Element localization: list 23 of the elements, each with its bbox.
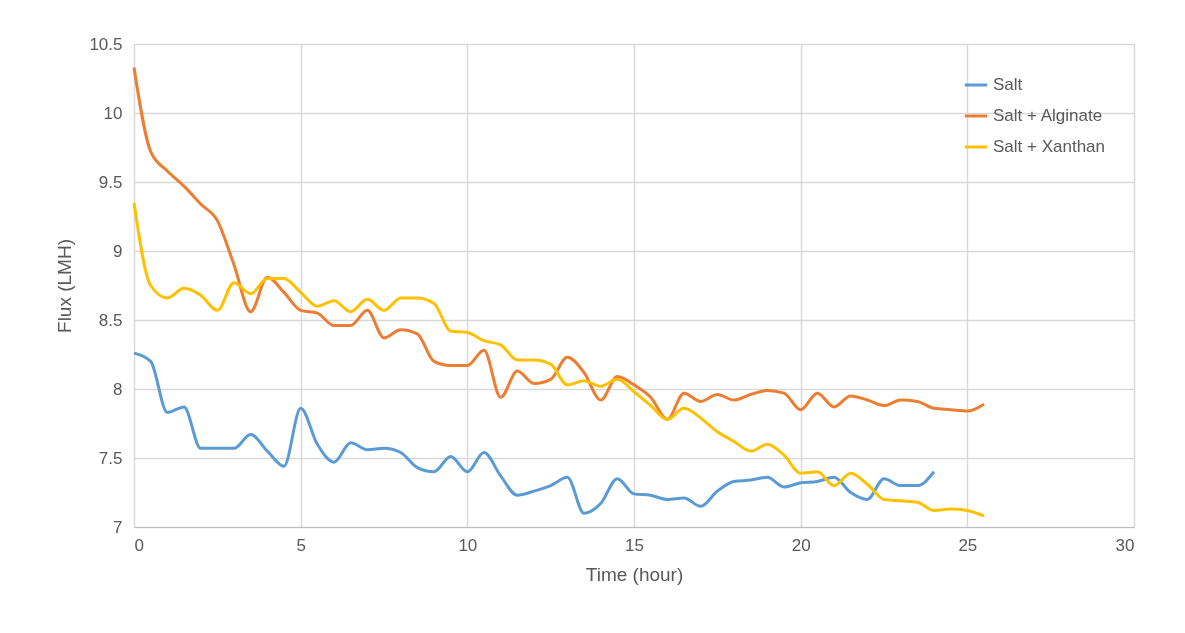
legend-label: Salt + Alginate: [993, 106, 1103, 125]
y-tick-label: 9.5: [98, 172, 123, 192]
x-tick-label: 15: [625, 535, 644, 555]
line-series: [132, 65, 986, 421]
x-tick-label: 25: [958, 535, 978, 555]
x-tick-label: 5: [296, 535, 306, 555]
x-tick-label: 10: [458, 535, 478, 555]
x-axis-title: Time (hour): [585, 563, 684, 585]
line-series: [132, 351, 936, 515]
y-tick-label: 10.5: [89, 34, 123, 54]
y-tick-label: 10: [103, 103, 123, 123]
y-tick-label: 7: [113, 517, 123, 537]
x-tick-label: 30: [1115, 535, 1135, 555]
y-tick-label: 8.5: [98, 310, 123, 330]
x-tick-label: 20: [791, 535, 811, 555]
legend-label: Salt: [993, 75, 1023, 94]
y-tick-label: 9: [113, 241, 123, 261]
line-series: [132, 201, 986, 518]
x-tick-label: 0: [134, 535, 144, 555]
y-axis-title: Flux (LMH): [54, 239, 76, 333]
y-tick-label: 8: [113, 379, 123, 399]
y-tick-label: 7.5: [98, 448, 123, 468]
legend-label: Salt + Xanthan: [993, 137, 1106, 156]
